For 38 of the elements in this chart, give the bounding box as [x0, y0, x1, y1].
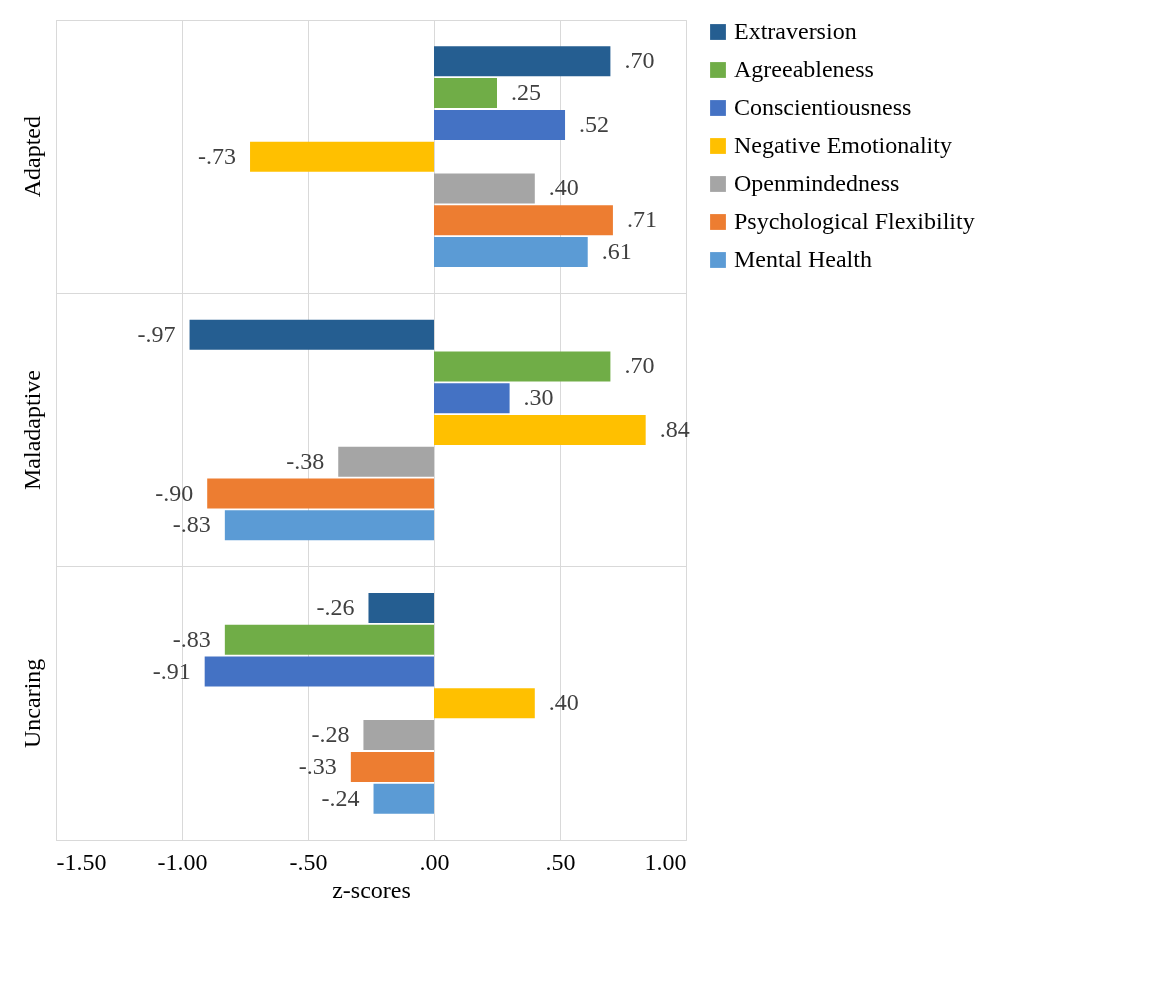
data-label: .30 — [523, 384, 554, 411]
data-label: .61 — [601, 238, 632, 265]
legend-label: Extraversion — [734, 18, 857, 44]
x-tick-label: 1.00 — [644, 848, 687, 875]
data-label: .84 — [659, 416, 690, 442]
data-label: .71 — [626, 206, 657, 233]
legend-label: Agreeableness — [734, 56, 874, 82]
data-label: -.26 — [316, 593, 355, 620]
data-label: .40 — [548, 689, 579, 716]
x-tick-label: -1.50 — [56, 848, 107, 875]
y-tick-label: Adapted — [18, 116, 45, 198]
data-label: .25 — [511, 79, 541, 106]
x-tick-label: -.50 — [289, 848, 328, 875]
data-label: .52 — [579, 110, 610, 137]
x-tick-label: .00 — [419, 848, 450, 875]
data-label: -.24 — [321, 784, 360, 811]
legend-label: Conscientiousness — [734, 94, 912, 120]
data-label: -.38 — [286, 447, 325, 474]
y-tick-label: Uncaring — [18, 658, 45, 748]
data-label: -.91 — [152, 657, 191, 684]
y-tick-label: Maladaptive — [18, 370, 45, 490]
data-label: .40 — [548, 174, 579, 201]
legend-label: Openmindedness — [734, 170, 900, 196]
legend-label: Psychological Flexibility — [734, 208, 975, 234]
x-axis-title: z-scores — [332, 876, 411, 903]
data-label: -.97 — [137, 320, 176, 347]
data-label: -.83 — [172, 511, 211, 538]
legend-label: Mental Health — [734, 246, 872, 272]
data-label: -.33 — [298, 752, 337, 779]
data-label: -.83 — [172, 625, 211, 652]
data-label: -.73 — [198, 142, 237, 169]
x-tick-label: .50 — [545, 848, 576, 875]
data-label: -.28 — [311, 721, 350, 748]
legend-label: Negative Emotionality — [734, 132, 952, 158]
x-tick-label: -1.00 — [157, 848, 208, 875]
data-label: .70 — [624, 352, 655, 379]
data-label: -.90 — [155, 479, 194, 506]
data-label: .70 — [624, 47, 655, 74]
